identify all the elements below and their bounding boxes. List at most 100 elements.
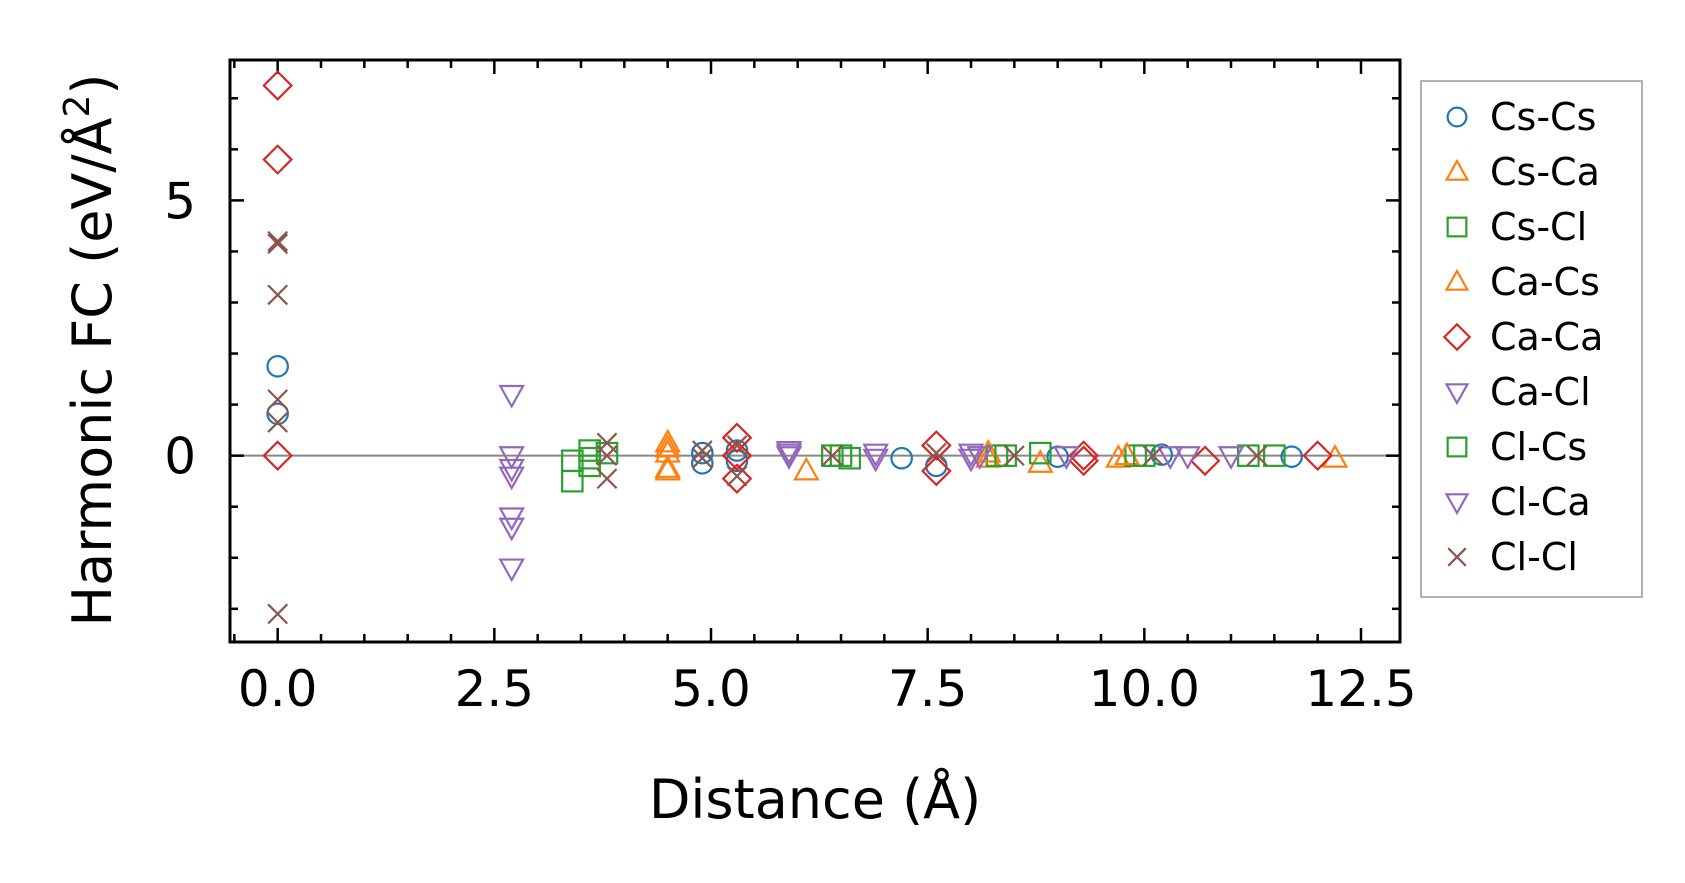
legend-marker-cl-cs (1446, 436, 1468, 458)
x-tick-label: 0.0 (238, 660, 318, 718)
point-ca-ca (920, 430, 952, 461)
legend-label-cs-cl: Cs-Cl (1490, 205, 1587, 249)
y-axis-label-superscript: 2 (57, 95, 98, 118)
point-cl-cl (1142, 445, 1164, 467)
legend: Cs-Cs Cs-Ca Cs-Cl Ca-Cs Ca-Ca Ca-Cl Cl-Cs Cl-Ca… (1420, 80, 1643, 598)
point-ca-ca (920, 455, 952, 487)
x-axis-label: Distance (Å) (649, 767, 981, 831)
point-ca-cl (1157, 446, 1184, 470)
point-cs-cs (890, 446, 913, 470)
point-cl-cl (267, 233, 289, 255)
point-cl-cl (925, 442, 947, 464)
legend-marker-cs-ca (1444, 158, 1470, 181)
point-ca-cl (957, 443, 985, 468)
point-cl-cl (267, 412, 289, 433)
point-cl-cl (267, 603, 289, 625)
plot-frame (228, 58, 1402, 644)
tick-labels: 0.0 2.5 5.0 7.5 10.0 12.5 0 5 (164, 172, 1416, 718)
point-cl-cl (596, 445, 618, 467)
point-ca-ca (721, 440, 753, 472)
y-axis-label-main: Harmonic FC (eV/Å (60, 117, 124, 626)
point-cl-ca (775, 443, 803, 468)
legend-label-cl-ca: Cl-Ca (1490, 480, 1591, 524)
legend-marker-ca-cl (1444, 383, 1470, 406)
point-ca-cl (498, 384, 525, 409)
point-cl-cl (267, 230, 289, 252)
point-cl-cl (1003, 445, 1025, 467)
legend-label-cs-ca: Cs-Ca (1490, 150, 1600, 194)
point-ca-cs (1113, 441, 1141, 466)
point-cl-cl (691, 440, 713, 461)
point-cs-cs (691, 441, 714, 465)
y-axis-label-close: ) (61, 74, 124, 95)
point-cs-ca (793, 456, 820, 481)
x-tick-label: 2.5 (455, 660, 535, 718)
y-tick-label: 5 (164, 172, 196, 230)
point-cl-cl (691, 447, 713, 469)
point-ca-cl (775, 441, 803, 465)
point-cl-cl (726, 435, 748, 456)
point-ca-cl (1217, 446, 1245, 470)
point-ca-ca (1068, 445, 1100, 477)
legend-marker-cl-ca (1444, 493, 1470, 516)
x-tick-label: 7.5 (888, 660, 968, 718)
point-cs-ca (1027, 449, 1054, 473)
point-ca-ca (262, 70, 294, 101)
point-cs-cl (838, 446, 861, 470)
point-cs-ca (1105, 443, 1132, 468)
point-ca-ca (1189, 445, 1221, 477)
legend-marker-ca-ca (1442, 322, 1472, 352)
legend-label-cl-cl: Cl-Cl (1490, 535, 1578, 579)
point-cl-cl (267, 389, 289, 410)
point-cs-cs (1280, 445, 1303, 468)
x-tick-label: 12.5 (1305, 660, 1416, 718)
point-cl-ca (1174, 446, 1201, 470)
point-ca-cl (1053, 446, 1080, 470)
point-ca-cs (654, 433, 681, 458)
plot-area (230, 60, 1400, 642)
point-ca-cl (862, 448, 889, 473)
point-cl-cl (1246, 445, 1268, 467)
legend-label-cl-cs: Cl-Cs (1490, 425, 1587, 469)
point-cl-cs (578, 454, 601, 478)
point-ca-ca (1302, 440, 1334, 472)
point-cs-ca (654, 438, 681, 463)
y-tick-label: 0 (164, 428, 196, 486)
point-cs-cs (266, 355, 289, 378)
x-tick-label: 10.0 (1089, 660, 1200, 718)
point-ca-cl (775, 446, 803, 470)
data-points (262, 70, 1349, 625)
point-ca-cl (498, 446, 525, 470)
point-cs-ca (654, 428, 681, 453)
point-ca-ca (721, 463, 753, 494)
point-ca-cl (498, 558, 525, 583)
point-ca-cl (498, 458, 525, 483)
point-cs-cl (1029, 441, 1052, 465)
legend-label-ca-cs: Ca-Cs (1490, 260, 1600, 304)
point-ca-cs (654, 456, 681, 481)
x-tick-label: 5.0 (671, 660, 751, 718)
point-cl-cl (821, 445, 843, 467)
point-cl-ca (862, 443, 889, 468)
legend-label-cs-cs: Cs-Cs (1490, 95, 1596, 139)
legend-marker-cs-cs (1446, 106, 1468, 128)
point-ca-cl (498, 517, 525, 542)
point-cl-cl (596, 468, 618, 490)
point-cl-ca (966, 446, 993, 470)
legend-marker-ca-cs (1444, 268, 1470, 291)
point-cl-cl (726, 465, 748, 487)
legend-label-ca-ca: Ca-Ca (1490, 315, 1603, 359)
point-cs-cl (1263, 444, 1286, 467)
point-cs-ca (654, 454, 681, 478)
point-ca-cl (957, 448, 985, 473)
point-cl-cl (267, 284, 289, 306)
point-ca-ca (262, 144, 294, 175)
y-axis-label: Harmonic FC (eV/Å2) (57, 74, 124, 627)
legend-marker-cl-cl (1447, 547, 1467, 567)
point-ca-ca (262, 440, 294, 472)
legend-marker-cs-cl (1446, 216, 1468, 238)
legend-label-ca-cl: Ca-Cl (1490, 370, 1591, 414)
point-ca-cl (498, 466, 525, 491)
point-cs-cs (691, 452, 714, 475)
